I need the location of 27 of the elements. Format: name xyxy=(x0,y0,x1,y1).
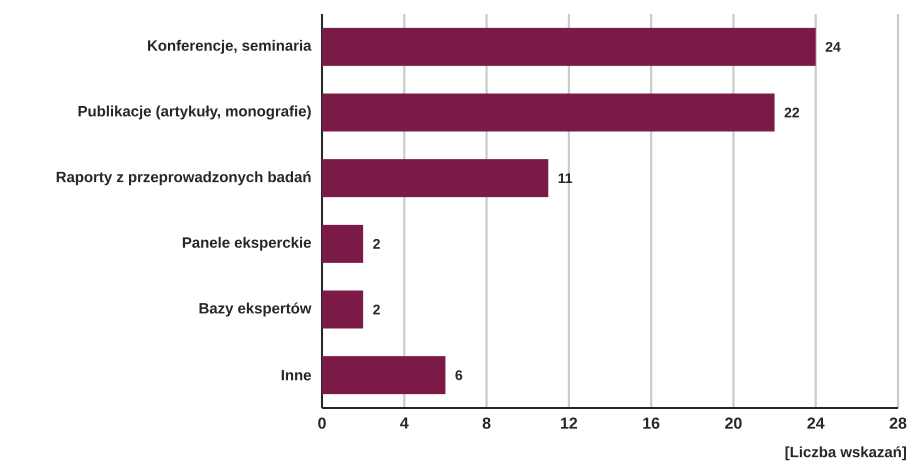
y-tick-label: Publikacje (artykuły, monografie) xyxy=(78,106,311,120)
bar xyxy=(322,94,775,132)
bar xyxy=(322,290,364,329)
x-tick-label: 8 xyxy=(482,418,491,429)
data-label: 24 xyxy=(826,42,841,52)
x-tick-label: 28 xyxy=(890,418,906,429)
data-label: 2 xyxy=(373,238,380,249)
x-tick-label: 0 xyxy=(318,418,326,429)
x-tick-label: 20 xyxy=(725,418,742,429)
data-label: 11 xyxy=(558,173,572,183)
data-label: 22 xyxy=(784,108,800,118)
x-tick-label: 12 xyxy=(560,418,578,429)
bar xyxy=(322,159,548,198)
y-tick-label: Panele eksperckie xyxy=(182,236,311,251)
x-tick-label: 16 xyxy=(643,418,660,429)
y-tick-label: Konferencje, seminaria xyxy=(148,40,312,54)
y-tick-label: Bazy ekspertów xyxy=(200,302,312,317)
x-axis-title: [Liczba wskazań] xyxy=(786,446,906,460)
data-label: 6 xyxy=(455,370,462,380)
bar xyxy=(322,356,446,394)
y-tick-label: Raporty z przeprowadzonych badań xyxy=(56,171,311,186)
data-label: 2 xyxy=(373,304,380,314)
x-tick-label: 4 xyxy=(400,418,409,428)
bar xyxy=(322,224,364,263)
x-tick-label: 24 xyxy=(807,418,824,429)
bar xyxy=(322,28,816,66)
y-tick-label: Inne xyxy=(282,370,311,380)
